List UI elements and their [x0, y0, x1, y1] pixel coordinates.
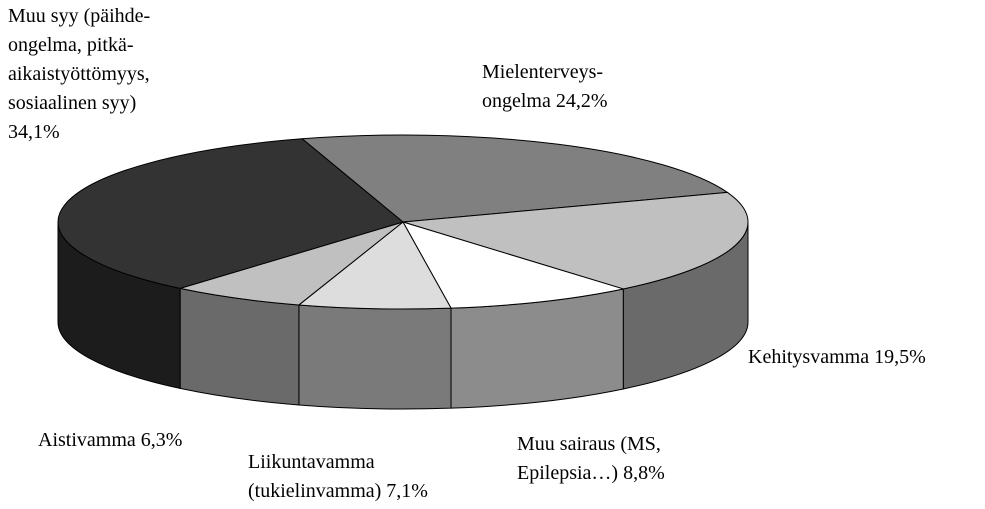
category-label: Liikuntavamma (tukielinvamma): [248, 451, 382, 502]
slice-label: Muu sairaus (MS, Epilepsia…) 8,8%: [517, 430, 702, 488]
value-label: 6,3%: [140, 429, 183, 451]
pie-slice: [57, 138, 405, 289]
value-label: 34,1%: [8, 121, 60, 143]
slice-label: Aistivamma 6,3%: [38, 426, 238, 455]
value-label: 8,8%: [623, 462, 665, 484]
pie-slice: [402, 191, 749, 290]
pie-slice: [401, 221, 624, 309]
pie-slice: [300, 134, 729, 223]
category-label: Kehitysvamma: [748, 346, 870, 368]
slice-label: Kehitysvamma 19,5%: [748, 343, 983, 372]
pie-side: [179, 287, 300, 406]
value-label: 24,2%: [555, 90, 608, 112]
category-label: Mielenterveys-ongelma: [482, 61, 604, 112]
category-label: Muu syy (päihde-ongelma, pitkä-aikaistyö…: [8, 5, 151, 114]
value-label: 19,5%: [874, 346, 926, 368]
category-label: Muu sairaus (MS, Epilepsia…): [517, 433, 661, 484]
value-label: 7,1%: [386, 480, 428, 502]
slice-label: Liikuntavamma (tukielinvamma) 7,1%: [248, 448, 463, 506]
slice-label: Muu syy (päihde-ongelma, pitkä-aikaistyö…: [8, 2, 186, 147]
slice-label: Mielenterveys-ongelma 24,2%: [482, 58, 647, 116]
pie-side: [298, 304, 452, 410]
category-label: Aistivamma: [38, 429, 136, 451]
pie-slice: [179, 221, 404, 306]
pie-slice: [297, 221, 452, 310]
